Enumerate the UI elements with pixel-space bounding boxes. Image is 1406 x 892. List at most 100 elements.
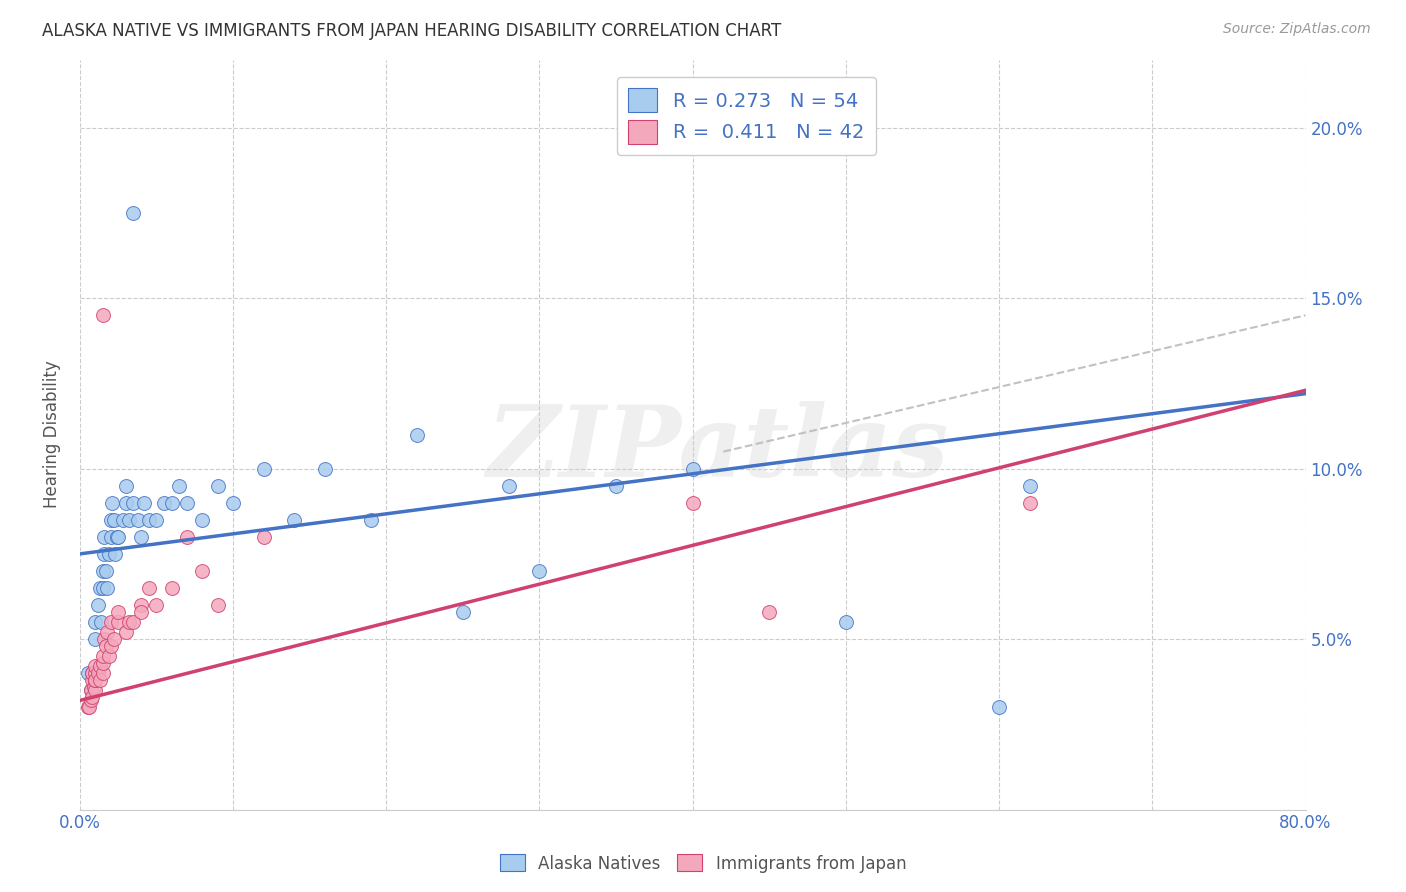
Point — [90, 615, 112, 629]
Point — [84, 659, 107, 673]
Point — [122, 206, 145, 220]
Point — [94, 564, 117, 578]
Point — [682, 496, 704, 510]
Point — [76, 700, 98, 714]
Point — [84, 666, 107, 681]
Point — [114, 625, 136, 640]
Point — [127, 513, 149, 527]
Point — [176, 496, 198, 510]
Point — [176, 530, 198, 544]
Point — [122, 615, 145, 629]
Point — [79, 683, 101, 698]
Text: ALASKA NATIVE VS IMMIGRANTS FROM JAPAN HEARING DISABILITY CORRELATION CHART: ALASKA NATIVE VS IMMIGRANTS FROM JAPAN H… — [42, 22, 782, 40]
Point — [360, 513, 382, 527]
Point — [93, 547, 115, 561]
Point — [529, 564, 551, 578]
Point — [84, 673, 107, 687]
Point — [191, 564, 214, 578]
Point — [101, 496, 124, 510]
Point — [153, 496, 176, 510]
Point — [91, 564, 114, 578]
Point — [253, 530, 276, 544]
Point — [89, 659, 111, 673]
Point — [84, 632, 107, 646]
Point — [83, 673, 105, 687]
Point — [93, 530, 115, 544]
Point — [666, 120, 689, 135]
Point — [191, 513, 214, 527]
Point — [84, 615, 107, 629]
Point — [207, 598, 229, 612]
Point — [498, 479, 520, 493]
Point — [87, 598, 110, 612]
Point — [91, 656, 114, 670]
Point — [96, 581, 118, 595]
Point — [87, 666, 110, 681]
Point — [406, 427, 429, 442]
Point — [82, 666, 104, 681]
Point — [100, 615, 122, 629]
Point — [682, 461, 704, 475]
Point — [138, 513, 160, 527]
Point — [314, 461, 336, 475]
Point — [1018, 496, 1040, 510]
Point — [451, 605, 474, 619]
Point — [93, 632, 115, 646]
Point — [129, 530, 152, 544]
Point — [118, 513, 141, 527]
Point — [89, 673, 111, 687]
Point — [103, 513, 125, 527]
Point — [79, 683, 101, 698]
Point — [91, 581, 114, 595]
Point — [98, 649, 121, 664]
Point — [145, 598, 167, 612]
Point — [605, 479, 627, 493]
Point — [129, 605, 152, 619]
Text: ZIPatlas: ZIPatlas — [486, 401, 949, 498]
Point — [758, 605, 780, 619]
Point — [83, 680, 105, 694]
Point — [1018, 479, 1040, 493]
Point — [988, 700, 1011, 714]
Point — [91, 666, 114, 681]
Y-axis label: Hearing Disability: Hearing Disability — [44, 360, 60, 508]
Point — [111, 513, 134, 527]
Point — [138, 581, 160, 595]
Point — [100, 639, 122, 653]
Point — [122, 496, 145, 510]
Point — [82, 666, 104, 681]
Point — [77, 700, 100, 714]
Point — [91, 649, 114, 664]
Point — [253, 461, 276, 475]
Point — [98, 547, 121, 561]
Point — [107, 530, 129, 544]
Point — [114, 479, 136, 493]
Point — [84, 666, 107, 681]
Point — [84, 683, 107, 698]
Legend: R = 0.273   N = 54, R =  0.411   N = 42: R = 0.273 N = 54, R = 0.411 N = 42 — [617, 77, 876, 155]
Point — [100, 513, 122, 527]
Legend: Alaska Natives, Immigrants from Japan: Alaska Natives, Immigrants from Japan — [494, 847, 912, 880]
Point — [118, 615, 141, 629]
Point — [96, 625, 118, 640]
Text: Source: ZipAtlas.com: Source: ZipAtlas.com — [1223, 22, 1371, 37]
Point — [835, 615, 858, 629]
Point — [76, 666, 98, 681]
Point — [222, 496, 245, 510]
Point — [91, 308, 114, 322]
Point — [84, 673, 107, 687]
Point — [82, 690, 104, 704]
Point — [129, 598, 152, 612]
Point — [94, 639, 117, 653]
Point — [207, 479, 229, 493]
Point — [104, 547, 127, 561]
Point — [100, 530, 122, 544]
Point — [105, 530, 128, 544]
Point — [160, 496, 183, 510]
Point — [160, 581, 183, 595]
Point — [283, 513, 305, 527]
Point — [169, 479, 191, 493]
Point — [145, 513, 167, 527]
Point — [82, 673, 104, 687]
Point — [114, 496, 136, 510]
